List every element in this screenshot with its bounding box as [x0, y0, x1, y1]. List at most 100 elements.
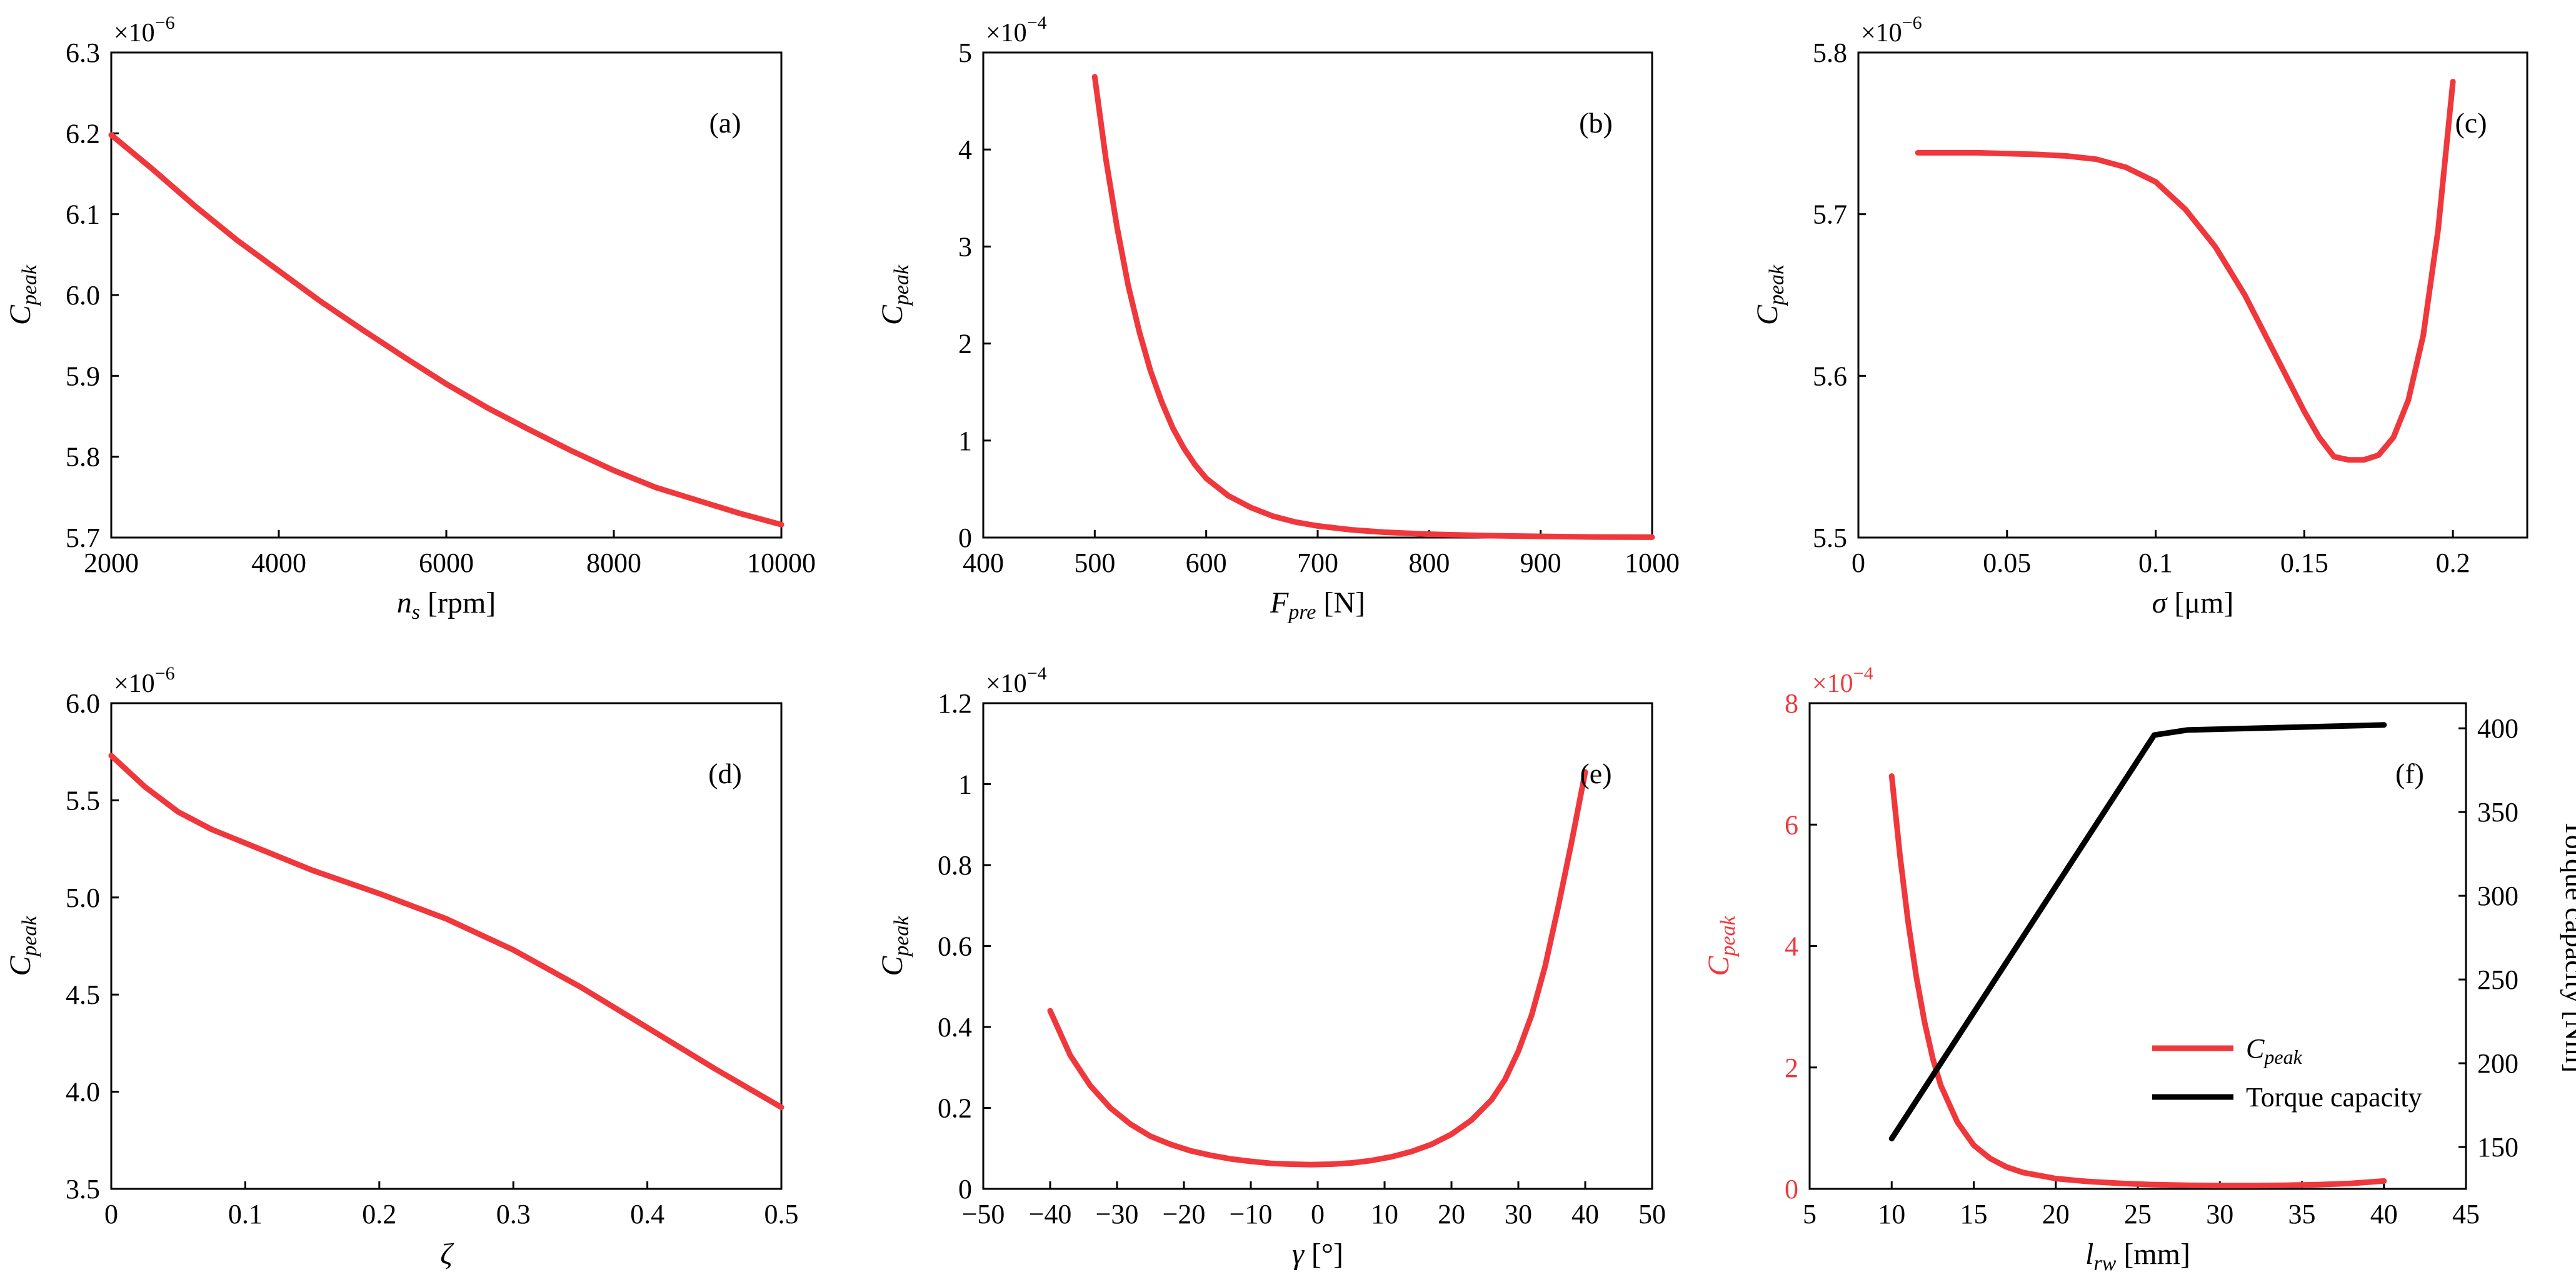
- x-tick-label: 6000: [419, 548, 474, 578]
- y-tick-label: 6.0: [66, 688, 100, 719]
- x-tick-label: 700: [1297, 548, 1338, 578]
- y-axis-label: Cpeak: [876, 915, 913, 976]
- y-tick-label: 3: [958, 231, 972, 262]
- y-tick-label: 4.5: [66, 979, 100, 1010]
- y-tick-label: 5.8: [66, 442, 100, 473]
- x-tick-label: 0: [1311, 1199, 1325, 1229]
- x-tick-label: 4000: [251, 548, 306, 578]
- x-tick-label: 0.4: [630, 1199, 664, 1229]
- x-tick-label: 1000: [1625, 548, 1680, 578]
- y-exponent-label: ×10−4: [1812, 663, 1873, 698]
- y-tick-label: 5.5: [66, 785, 100, 816]
- series-line-c-peak: [108, 132, 784, 528]
- y-exponent-label: ×10−6: [1861, 13, 1922, 48]
- x-tick-label: 30: [2206, 1199, 2233, 1229]
- plot-frame: [1857, 51, 2528, 539]
- y-tick-label: 5: [958, 38, 972, 68]
- x-tick-label: 15: [1960, 1199, 1988, 1229]
- series-line-c-peak: [1915, 79, 2456, 463]
- y-tick-label: 1: [958, 769, 972, 800]
- y-tick-label: 5.6: [1813, 361, 1847, 391]
- y-axis-label: Cpeak: [4, 264, 41, 325]
- y-axis-label: Cpeak: [876, 264, 913, 325]
- x-tick-label: 10000: [747, 548, 816, 578]
- plot-frame: [110, 51, 783, 539]
- y-tick-label: 0.2: [938, 1093, 972, 1124]
- x-tick-label: 400: [963, 548, 1004, 578]
- panel-label: (e): [1580, 758, 1611, 789]
- y-tick-label: 5.0: [66, 883, 100, 913]
- x-tick-label: 20: [2042, 1199, 2070, 1229]
- x-tick-label: −40: [1029, 1199, 1072, 1229]
- y-right-tick-label: 150: [2477, 1132, 2518, 1163]
- y-tick-label: 4: [958, 134, 972, 165]
- x-axis-label: γ [°]: [1292, 1238, 1343, 1271]
- y-tick-label: 5.7: [1813, 199, 1847, 230]
- x-tick-label: 40: [2370, 1199, 2398, 1229]
- y-right-tick-label: 350: [2477, 797, 2518, 828]
- x-tick-label: 20: [1438, 1199, 1465, 1229]
- y-right-tick-label: 200: [2477, 1048, 2518, 1079]
- series-line-c-peak: [1047, 769, 1588, 1168]
- x-tick-label: −30: [1096, 1199, 1139, 1229]
- panel-b: 400 500 600 700 800 900 1000 0 1 2 3 4 5 ×10−4 Cpeak Fp…: [876, 13, 1680, 624]
- y-tick-label: 1: [958, 426, 972, 456]
- y-right-axis-label: Torque capacity [Nm]: [2560, 819, 2576, 1073]
- y-tick-label: 2: [958, 329, 972, 359]
- panel-label: (f): [2395, 758, 2424, 789]
- x-tick-label: 0: [104, 1199, 118, 1229]
- y-tick-label: 4: [1785, 931, 1798, 962]
- x-tick-label: 0.2: [2436, 548, 2470, 578]
- x-tick-label: 0.15: [2280, 548, 2328, 578]
- y-tick-label: 5.9: [66, 361, 100, 391]
- y-tick-label: 3.5: [66, 1174, 100, 1204]
- x-tick-label: −50: [962, 1199, 1005, 1229]
- x-axis-label: lrw [mm]: [2085, 1238, 2190, 1275]
- y-tick-label: 5.5: [1813, 523, 1847, 553]
- plot-frame: [110, 702, 783, 1190]
- x-axis-label: Fpre [N]: [1270, 586, 1365, 624]
- x-tick-label: 35: [2288, 1199, 2316, 1229]
- y-tick-label: 6: [1785, 809, 1798, 840]
- x-tick-label: 25: [2124, 1199, 2152, 1229]
- y-right-tick-label: 400: [2477, 713, 2518, 744]
- panel-d: 0 0.1 0.2 0.3 0.4 0.5 3.5 4.0 4.5 5.0 5.5 6.0 ×10−6 C…: [4, 663, 799, 1271]
- x-tick-label: 8000: [586, 548, 641, 578]
- x-tick-label: −20: [1163, 1199, 1206, 1229]
- y-tick-label: 0: [1785, 1174, 1798, 1204]
- panel-c: 0 0.05 0.1 0.15 0.2 5.5 5.6 5.7 5.8 ×10−6 Cpeak σ […: [1751, 13, 2528, 619]
- panel-e: −50 −40 −30 −20 −10 0 10 20 30 40 50 0 0.2 0.4 0.6 0.8 1…: [876, 663, 1666, 1271]
- y-tick-label: 4.0: [66, 1077, 100, 1108]
- x-axis-label: ζ: [440, 1238, 454, 1271]
- y-tick-label: 6.1: [66, 199, 100, 230]
- y-axis-label: Cpeak: [1702, 915, 1740, 976]
- y-exponent-label: ×10−4: [986, 663, 1047, 698]
- x-tick-label: 0.1: [2138, 548, 2173, 578]
- x-tick-label: 0: [1852, 548, 1865, 578]
- y-tick-label: 6.2: [66, 118, 100, 149]
- y-right-tick-label: 250: [2477, 964, 2518, 995]
- x-tick-label: 30: [1505, 1199, 1532, 1229]
- y-tick-label: 0: [958, 1174, 972, 1204]
- x-tick-label: 10: [1878, 1199, 1905, 1229]
- y-tick-label: 1.2: [938, 688, 972, 719]
- y-tick-label: 6.0: [66, 280, 100, 311]
- panel-label: (b): [1579, 107, 1613, 139]
- series-line-torque-capacity: [1888, 722, 2387, 1142]
- series-line-c-peak: [1888, 773, 2387, 1189]
- y-right-tick-label: 300: [2477, 881, 2518, 911]
- panel-label: (d): [708, 758, 742, 789]
- series-line-c-peak: [1091, 74, 1655, 540]
- legend-label: Cpeak: [2246, 1033, 2303, 1068]
- x-tick-label: 5: [1803, 1199, 1817, 1229]
- legend: Cpeak Torque capacity: [2152, 1033, 2422, 1113]
- x-axis-label: ns [rpm]: [397, 586, 496, 624]
- y-tick-label: 5.7: [66, 523, 100, 553]
- y-tick-label: 6.3: [66, 38, 100, 68]
- x-tick-label: 0.05: [1983, 548, 2031, 578]
- y-exponent-label: ×10−6: [114, 13, 175, 48]
- panel-label: (c): [2455, 107, 2487, 139]
- x-tick-label: 40: [1571, 1199, 1599, 1229]
- y-axis-label: Cpeak: [4, 915, 41, 976]
